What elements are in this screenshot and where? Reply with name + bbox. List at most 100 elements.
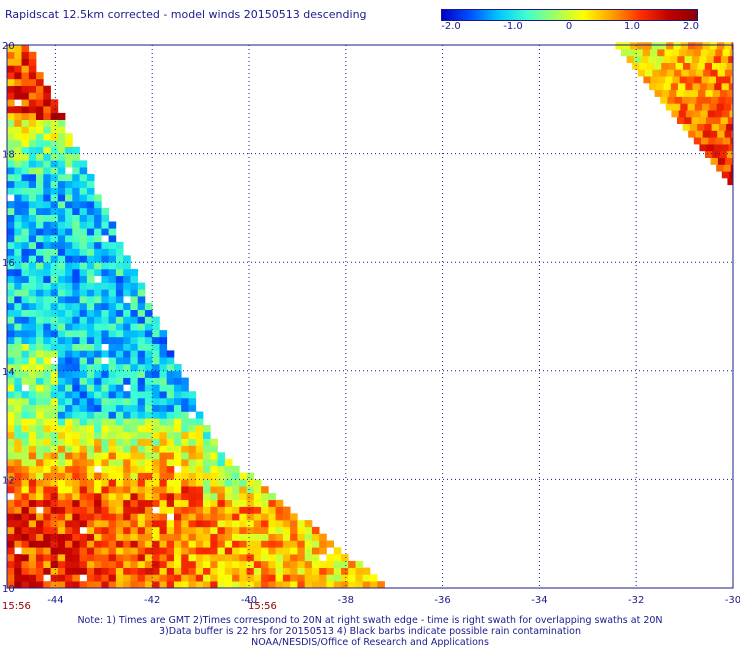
heatmap-cell: [708, 76, 717, 84]
heatmap-cell: [683, 62, 691, 70]
heatmap-cell: [65, 404, 73, 412]
heatmap-cell: [86, 248, 95, 256]
heatmap-cell: [137, 581, 146, 589]
heatmap-cell: [65, 499, 73, 507]
heatmap-cell: [246, 520, 255, 528]
heatmap-cell: [706, 144, 715, 152]
heatmap-cell: [36, 316, 44, 324]
heatmap-cell: [50, 309, 59, 317]
heatmap-cell: [21, 106, 30, 114]
heatmap-cell: [217, 472, 226, 480]
heatmap-cell: [174, 391, 182, 399]
heatmap-cell: [137, 309, 146, 317]
heatmap-cell: [115, 459, 124, 467]
heatmap-cell: [7, 241, 15, 249]
heatmap-cell: [94, 391, 102, 399]
heatmap-cell: [166, 459, 175, 467]
heatmap-cell: [123, 302, 131, 310]
heatmap-cell: [137, 282, 146, 290]
heatmap-cell: [72, 201, 80, 209]
heatmap-cell: [14, 140, 22, 148]
heatmap-cell: [101, 275, 109, 283]
heatmap-cell: [304, 547, 313, 555]
heatmap-cell: [21, 194, 30, 202]
y-tick-label: 18: [2, 150, 15, 161]
heatmap-cell: [159, 520, 168, 528]
heatmap-cell: [715, 49, 723, 57]
heatmap-cell: [94, 316, 102, 324]
heatmap-cell: [101, 214, 109, 222]
heatmap-cell: [50, 567, 59, 575]
heatmap-cell: [731, 42, 734, 50]
heatmap-cell: [144, 377, 153, 385]
heatmap-cell: [115, 255, 124, 263]
heatmap-cell: [50, 255, 59, 263]
heatmap-cell: [144, 493, 153, 501]
heatmap-cell: [43, 411, 51, 419]
heatmap-cell: [94, 370, 102, 378]
heatmap-cell: [72, 391, 80, 399]
heatmap-cell: [108, 574, 117, 582]
heatmap-cell: [43, 316, 51, 324]
heatmap-cell: [130, 513, 138, 521]
heatmap-cell: [65, 425, 73, 433]
heatmap-cell: [36, 493, 44, 501]
heatmap-cell: [137, 425, 146, 433]
heatmap-cell: [217, 452, 226, 460]
heatmap-cell: [94, 241, 102, 249]
heatmap-cell: [28, 282, 37, 290]
heatmap-cell: [246, 560, 255, 568]
heatmap-cell: [36, 431, 44, 439]
heatmap-cell: [36, 560, 44, 568]
heatmap-cell: [115, 540, 124, 548]
heatmap-cell: [144, 391, 153, 399]
heatmap-cell: [86, 391, 95, 399]
heatmap-cell: [36, 520, 44, 528]
heatmap-cell: [7, 431, 15, 439]
heatmap-cell: [50, 126, 59, 134]
heatmap-cell: [159, 343, 168, 351]
heatmap-cell: [36, 398, 44, 406]
heatmap-cell: [50, 323, 59, 331]
heatmap-cell: [716, 103, 725, 111]
heatmap-cell: [159, 357, 168, 365]
heatmap-cell: [101, 513, 109, 521]
heatmap-cell: [21, 547, 30, 555]
heatmap-cell: [72, 431, 80, 439]
heatmap-cell: [115, 499, 124, 507]
heatmap-cell: [7, 384, 15, 392]
heatmap-cell: [21, 465, 30, 473]
heatmap-cell: [7, 140, 15, 148]
heatmap-cell: [72, 418, 80, 426]
heatmap-cell: [21, 126, 30, 134]
heatmap-cell: [268, 547, 276, 555]
heatmap-cell: [217, 479, 226, 487]
heatmap-cell: [108, 296, 117, 304]
heatmap-cell: [86, 269, 95, 277]
heatmap-cell: [36, 194, 44, 202]
heatmap-cell: [79, 221, 88, 229]
heatmap-cell: [195, 445, 204, 453]
heatmap-cell: [14, 221, 22, 229]
heatmap-cell: [217, 526, 226, 534]
heatmap-cell: [686, 76, 695, 84]
heatmap-cell: [679, 49, 687, 57]
heatmap-cell: [101, 228, 109, 236]
heatmap-cell: [319, 547, 327, 555]
heatmap-cell: [246, 513, 255, 521]
heatmap-cell: [7, 411, 15, 419]
heatmap-cell: [43, 174, 51, 182]
heatmap-cell: [174, 560, 182, 568]
heatmap-cell: [123, 425, 131, 433]
heatmap-cell: [699, 83, 708, 91]
heatmap-cell: [137, 554, 146, 562]
heatmap-cell: [28, 425, 37, 433]
heatmap-cell: [232, 472, 240, 480]
heatmap-cell: [188, 404, 197, 412]
heatmap-cell: [181, 554, 189, 562]
x-tick-label: -38: [338, 595, 354, 606]
heatmap-cell: [282, 520, 291, 528]
heatmap-cell: [115, 567, 124, 575]
heatmap-cell: [21, 391, 30, 399]
heatmap-cell: [79, 343, 88, 351]
